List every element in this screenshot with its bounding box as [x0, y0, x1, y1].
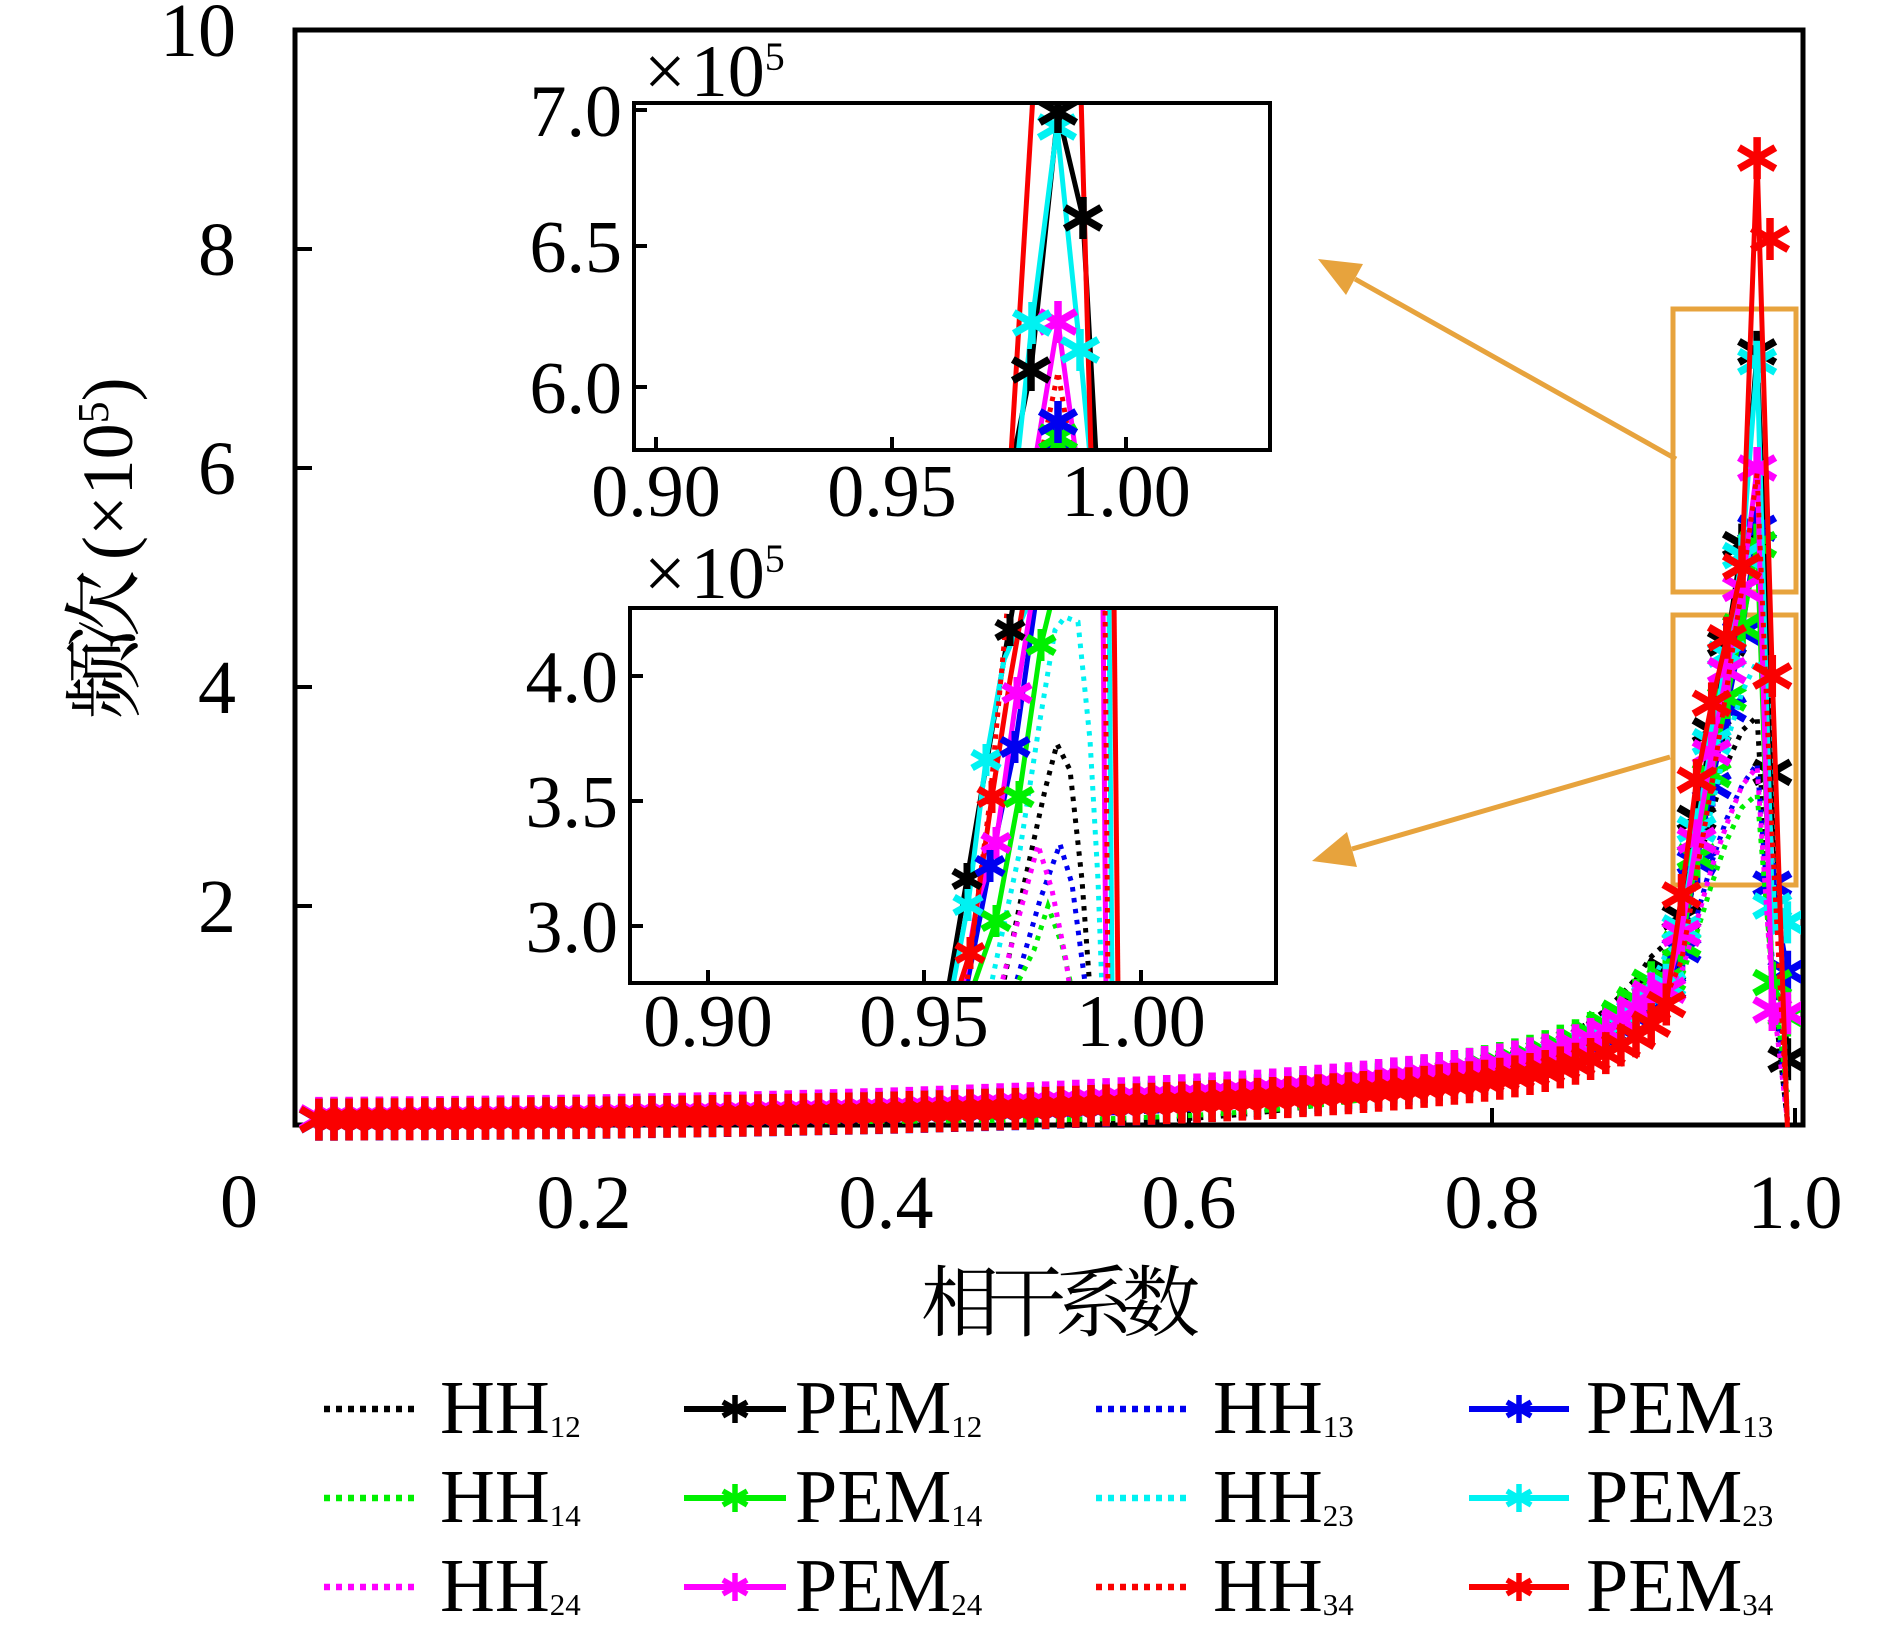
svg-text:7.0: 7.0 — [530, 71, 623, 153]
svg-text:1.00: 1.00 — [1076, 981, 1206, 1063]
svg-text:1.0: 1.0 — [1748, 1161, 1843, 1245]
svg-text:6: 6 — [198, 427, 236, 511]
svg-text:0.2: 0.2 — [537, 1161, 632, 1245]
svg-text:0.6: 0.6 — [1142, 1161, 1237, 1245]
svg-text:0.95: 0.95 — [827, 451, 957, 533]
svg-text:3.5: 3.5 — [526, 762, 619, 844]
svg-text:10: 10 — [160, 0, 236, 73]
svg-text:PEM13: PEM13 — [1586, 1366, 1773, 1450]
svg-text:6.0: 6.0 — [530, 348, 623, 430]
svg-text:0.90: 0.90 — [591, 451, 721, 533]
svg-text:2: 2 — [198, 865, 236, 949]
svg-text:8: 8 — [198, 208, 236, 292]
svg-text:PEM12: PEM12 — [795, 1366, 982, 1450]
svg-text:4.0: 4.0 — [526, 637, 619, 719]
svg-text:6.5: 6.5 — [530, 207, 623, 289]
svg-text:0.95: 0.95 — [859, 981, 989, 1063]
svg-text:1.00: 1.00 — [1061, 451, 1191, 533]
svg-text:0.4: 0.4 — [839, 1161, 934, 1245]
svg-text:0: 0 — [220, 1160, 258, 1244]
svg-text:×105: ×105 — [644, 31, 785, 113]
svg-text:3.0: 3.0 — [526, 887, 619, 969]
svg-text:×105: ×105 — [644, 533, 785, 615]
svg-text:PEM23: PEM23 — [1586, 1455, 1773, 1539]
svg-text:4: 4 — [198, 646, 236, 730]
svg-text:0.90: 0.90 — [643, 981, 773, 1063]
svg-text:0.8: 0.8 — [1445, 1161, 1540, 1245]
